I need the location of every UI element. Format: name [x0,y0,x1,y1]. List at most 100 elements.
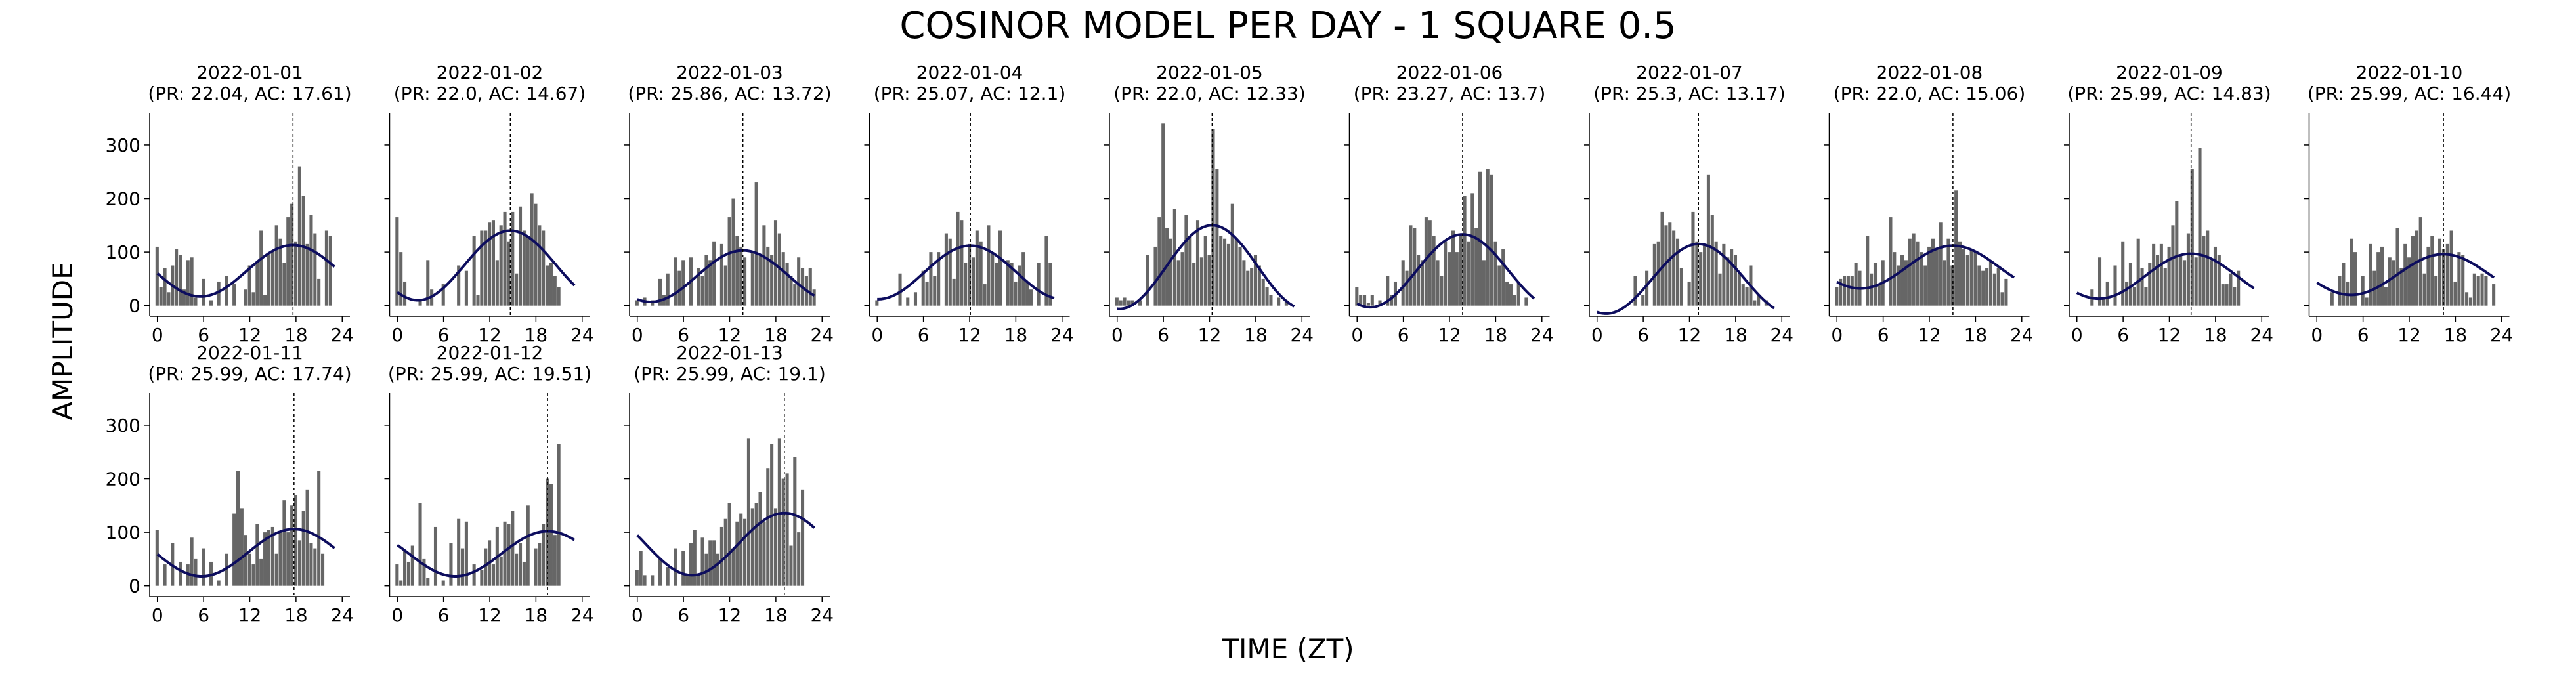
x-tick-label: 6 [2357,324,2369,346]
histogram-bar [666,567,670,586]
histogram-bar [290,505,294,586]
cosinor-fit-line [397,530,576,578]
x-tick-label: 24 [810,604,834,626]
histogram-bar [2434,276,2438,306]
histogram-bar [693,530,697,586]
histogram-bar [2453,281,2457,306]
panel-title: 2022-01-11 [196,342,303,364]
figure-title: COSINOR MODEL PER DAY - 1 SQUARE 0.5 [899,5,1676,47]
x-tick-label: 24 [2010,324,2034,346]
histogram-bar [2167,246,2171,306]
histogram-bar [1482,260,1486,306]
histogram-bar [1269,295,1273,306]
histogram-bar [240,508,244,586]
histogram-bar [727,217,731,306]
histogram-bar [433,526,438,586]
histogram-bar [697,268,700,306]
panel-2022-01-12: 2022-01-12(PR: 25.99, AC: 19.51) 0 6 12 18 24 [384,342,594,626]
histogram-bar [2376,252,2380,306]
histogram-bar [2125,281,2129,306]
x-tick-label: 24 [810,324,834,346]
histogram-bar [1737,273,1741,306]
histogram-bar [1981,270,1985,306]
x-tick-label: 12 [2158,324,2181,346]
panel-subtitle: (PR: 22.0, AC: 12.33) [1113,83,1306,104]
histogram-bar [781,252,785,306]
panel-subtitle: (PR: 25.07, AC: 12.1) [874,83,1066,104]
x-tick-label: 6 [438,324,450,346]
histogram-bar [293,241,298,306]
histogram-bar [1920,252,1923,306]
x-tick-label: 24 [1290,324,1314,346]
histogram-bar [975,230,979,306]
histogram-bar [163,564,167,586]
x-tick-label: 6 [677,604,689,626]
histogram-bar [255,524,259,586]
histogram-bar [1912,233,1916,306]
histogram-bar [282,500,286,586]
histogram-bar [2407,257,2411,306]
histogram-bar [2217,255,2221,306]
histogram-bar [1018,265,1021,306]
histogram-bar [1687,281,1691,306]
panel-subtitle: (PR: 22.04, AC: 17.61) [148,83,351,104]
panel-2022-01-02: 2022-01-02(PR: 22.0, AC: 14.67) 0 6 12 18 24 [384,62,594,346]
histogram-bar [750,252,754,306]
panel-2022-01-05: 2022-01-05(PR: 22.0, AC: 12.33) 0 6 12 18 24 [1104,62,1314,346]
histogram-bar [278,532,282,586]
histogram-bar [789,276,793,306]
histogram-bar [1138,300,1142,306]
histogram-bar [538,225,542,306]
histogram-bar [1493,241,1497,306]
histogram-bar [1877,284,1881,306]
histogram-bar [2338,276,2342,306]
histogram-bar [2225,284,2229,306]
histogram-bar [1413,228,1417,306]
cosinor-fit-line [637,249,815,303]
histogram-bar [2468,297,2472,306]
histogram-bar [1172,209,1176,306]
panel-2022-01-07: 2022-01-07(PR: 25.3, AC: 13.17) 0 6 12 18 24 [1584,62,1793,346]
histogram-bar [251,564,255,586]
x-tick-label: 6 [918,324,930,346]
histogram-bar [789,545,793,586]
histogram-bar [1386,276,1390,306]
panel-title: 2022-01-01 [196,62,303,83]
histogram-bar [1850,276,1854,306]
histogram-bar [488,222,492,306]
histogram-bar [1679,268,1683,306]
histogram-bar [270,526,274,586]
histogram-bar [267,255,270,306]
panel-title: 2022-01-07 [1636,62,1743,83]
cosinor-fit-line [156,243,335,298]
histogram-bar [418,503,422,586]
histogram-bar [557,444,561,586]
histogram-bar [518,543,523,586]
histogram-bar [1992,273,1996,306]
histogram-bar [1250,268,1254,306]
histogram-bar [785,263,789,306]
panel-2022-01-10: 2022-01-10(PR: 25.99, AC: 16.44) 0 6 12 18 24 [2304,62,2514,346]
histogram-bar [773,220,778,306]
x-tick-label: 0 [391,604,403,626]
histogram-bar [1432,236,1436,306]
histogram-bar [549,484,553,586]
histogram-bar [274,225,278,306]
histogram-bar [1223,238,1227,306]
histogram-bar [441,580,445,586]
histogram-bar [2144,287,2148,306]
histogram-bar [1192,263,1196,306]
histogram-bar [704,255,708,306]
cosinor-fit-line [1356,233,1535,309]
histogram-bar [1230,203,1234,306]
histogram-bar [1699,252,1703,306]
histogram-bar [1355,287,1359,306]
histogram-bar [251,292,255,306]
histogram-bar [1157,217,1161,306]
histogram-bar [530,193,534,306]
histogram-bar [305,243,309,306]
x-tick-label: 6 [438,604,450,626]
histogram-bar [1390,295,1394,306]
histogram-bar [1207,255,1211,306]
histogram-bar [998,230,1002,306]
